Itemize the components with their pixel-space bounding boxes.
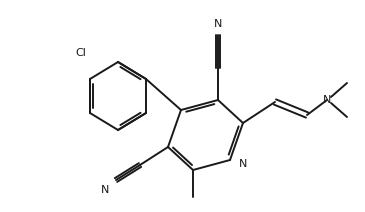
Text: N: N	[239, 159, 247, 169]
Text: N: N	[101, 185, 109, 195]
Text: Cl: Cl	[75, 48, 86, 58]
Text: N: N	[214, 19, 222, 29]
Text: N: N	[323, 95, 331, 105]
